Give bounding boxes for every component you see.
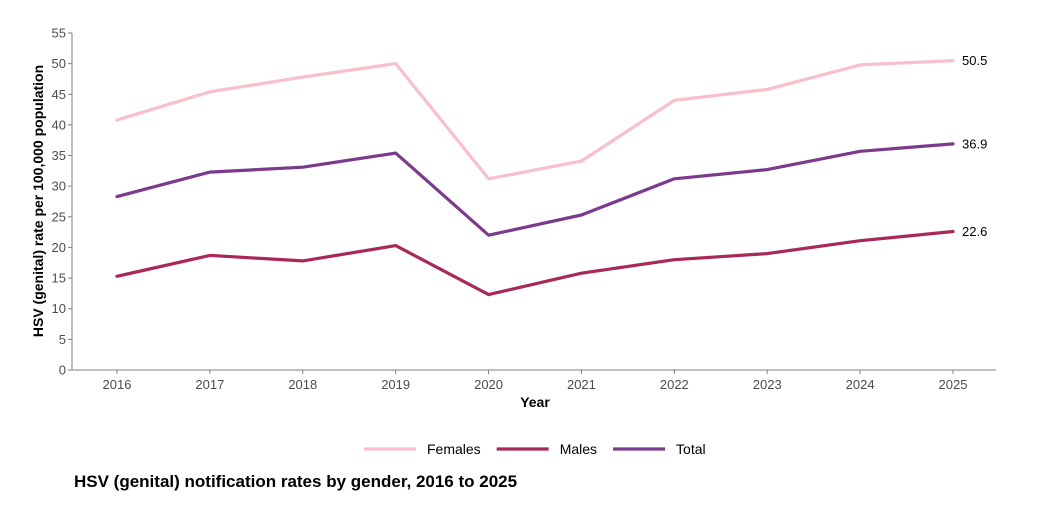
x-tick-label: 2025 — [939, 377, 968, 392]
y-axis: 0 5 10 15 20 25 30 35 40 45 50 55 — [52, 26, 73, 378]
series-group: 50.5 22.6 36.9 — [115, 53, 987, 297]
x-tick-label: 2016 — [103, 377, 132, 392]
y-tick-label: 5 — [59, 332, 66, 347]
x-axis: 2016 2017 2018 2019 2020 2021 2022 2023 2024 2025 — [72, 369, 996, 392]
x-tick-label: 2018 — [288, 377, 317, 392]
y-tick-label: 20 — [52, 240, 66, 255]
legend: Females Males Total — [364, 441, 706, 457]
y-tick-label: 30 — [52, 179, 66, 194]
y-tick-label: 45 — [52, 87, 66, 102]
x-tick-label: 2019 — [381, 377, 410, 392]
y-tick-label: 40 — [52, 117, 66, 132]
y-tick-label: 15 — [52, 271, 66, 286]
legend-label-females: Females — [427, 441, 481, 457]
legend-label-total: Total — [676, 441, 706, 457]
x-tick-label: 2022 — [660, 377, 689, 392]
y-tick-label: 25 — [52, 209, 66, 224]
x-tick-label: 2024 — [846, 377, 875, 392]
y-tick-label: 0 — [59, 363, 66, 378]
series-line-females — [115, 58, 955, 181]
chart-caption: HSV (genital) notification rates by gend… — [74, 472, 518, 491]
x-tick-label: 2023 — [753, 377, 782, 392]
end-label-females: 50.5 — [962, 53, 987, 68]
end-label-males: 22.6 — [962, 224, 987, 239]
y-tick-label: 50 — [52, 56, 66, 71]
series-line-total — [115, 142, 955, 237]
end-label-total: 36.9 — [962, 136, 987, 151]
x-tick-label: 2017 — [195, 377, 224, 392]
legend-label-males: Males — [560, 441, 597, 457]
y-axis-title: HSV (genital) rate per 100,000 populatio… — [30, 65, 46, 337]
x-axis-title: Year — [520, 394, 550, 410]
x-tick-label: 2020 — [474, 377, 503, 392]
y-tick-label: 55 — [52, 26, 66, 41]
y-tick-label: 10 — [52, 301, 66, 316]
series-line-males — [115, 229, 955, 297]
x-tick-label: 2021 — [567, 377, 596, 392]
y-tick-label: 35 — [52, 148, 66, 163]
